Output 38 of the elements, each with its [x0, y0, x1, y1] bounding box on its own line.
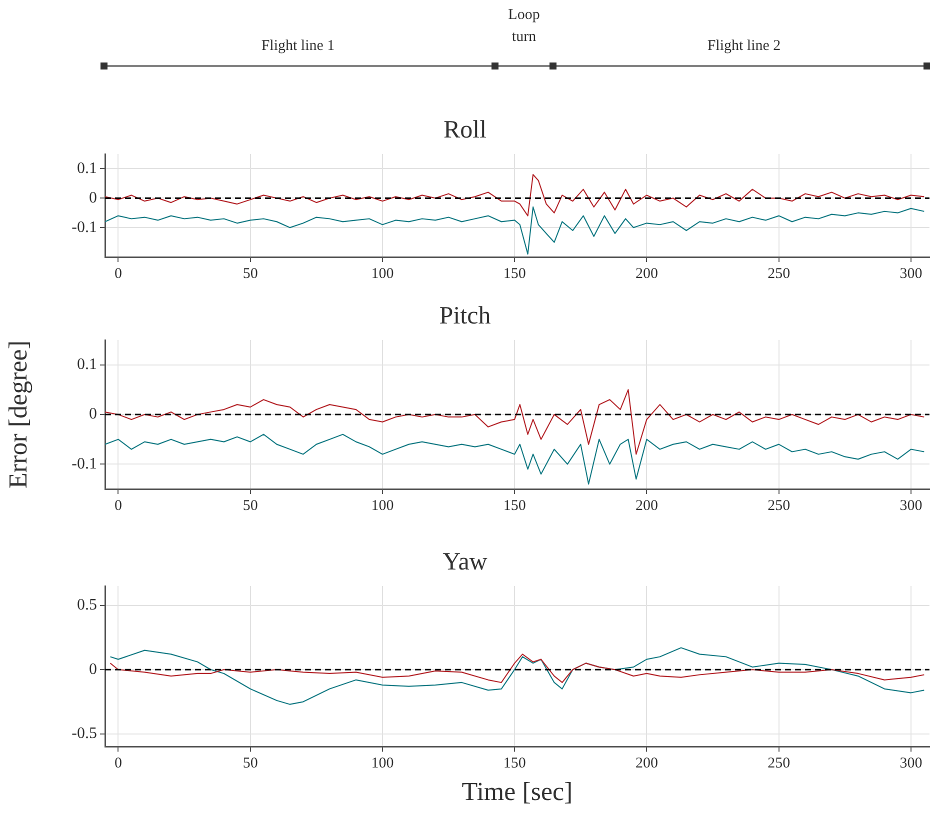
y-tick-label: -0.5	[72, 725, 97, 742]
y-tick-label: 0.1	[77, 160, 97, 177]
x-axis-title: Time [sec]	[462, 777, 573, 806]
x-tick-label: 50	[242, 756, 258, 772]
x-tick-label: 200	[635, 266, 658, 282]
x-tick-label: 50	[242, 266, 258, 282]
x-tick-label: 0	[114, 266, 122, 282]
chart-title: Yaw	[442, 548, 488, 576]
x-tick-label: 250	[768, 266, 790, 282]
y-tick-label: 0	[89, 660, 97, 678]
x-tick-label: 300	[900, 266, 922, 282]
x-tick-label: 100	[371, 756, 394, 772]
y-tick-label: -0.1	[72, 455, 97, 472]
text: Loop turn	[507, 6, 541, 47]
x-tick-label: 200	[635, 498, 658, 514]
x-tick-label: 300	[900, 756, 922, 772]
x-tick-label: 0	[114, 756, 122, 772]
y-tick-label: -0.1	[72, 218, 97, 236]
chart-title: Roll	[443, 116, 487, 144]
text: Flight line 2	[706, 37, 782, 56]
y-tick-label: 0	[89, 406, 97, 423]
x-tick-label: 150	[503, 498, 526, 514]
x-tick-label: 50	[242, 498, 258, 514]
y-tick-label: 0	[89, 189, 97, 206]
x-tick-label: 250	[768, 756, 790, 772]
x-tick-label: 300	[900, 498, 922, 514]
chart-title: Pitch	[439, 302, 492, 330]
x-tick-label: 0	[114, 498, 122, 514]
text: Flight line 1	[260, 37, 336, 56]
y-tick-label: 0.5	[77, 596, 97, 614]
x-tick-label: 150	[503, 266, 526, 282]
y-tick-label: 0.1	[77, 356, 97, 374]
x-tick-label: 150	[503, 756, 526, 772]
x-tick-label: 200	[635, 756, 658, 772]
x-tick-label: 100	[371, 498, 394, 514]
x-tick-label: 100	[371, 266, 394, 282]
y-axis-title: Error [degree]	[3, 340, 32, 488]
x-tick-label: 250	[768, 498, 790, 514]
